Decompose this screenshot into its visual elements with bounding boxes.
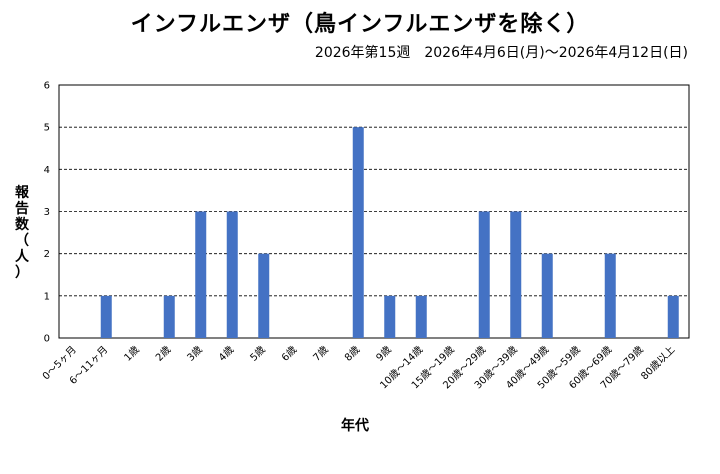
bar <box>667 295 679 338</box>
x-tick-label: 1歳 <box>122 344 142 364</box>
y-axis-ticks: 0 1 2 3 4 5 6 <box>44 81 50 345</box>
y-tick-label: 5 <box>44 123 50 134</box>
chart-subtitle: 2026年第15週 2026年4月6日(月)〜2026年4月12日(日) <box>314 45 688 61</box>
y-tick-label: 0 <box>44 334 50 345</box>
bar <box>510 211 522 338</box>
x-tick-label: 80歳以上 <box>639 344 678 383</box>
x-tick-label: 8歳 <box>342 344 362 364</box>
x-tick-label: 9歳 <box>374 344 394 364</box>
gridlines <box>59 126 689 297</box>
x-axis-label: 年代 <box>341 417 369 434</box>
bar <box>352 127 364 339</box>
y-tick-label: 2 <box>44 249 50 260</box>
bar <box>226 211 238 338</box>
bar <box>100 295 112 338</box>
x-tick-label: 6歳 <box>279 344 299 364</box>
y-tick-label: 4 <box>44 165 50 176</box>
bar <box>541 253 553 338</box>
bar <box>478 211 490 338</box>
y-tick-label: 1 <box>44 291 50 302</box>
bar <box>195 211 207 338</box>
bars <box>100 127 679 339</box>
chart-title: インフルエンザ（鳥インフルエンザを除く） <box>130 12 590 37</box>
y-axis-label: 報告数（人） <box>15 184 30 281</box>
y-tick-label: 6 <box>44 81 50 92</box>
bar <box>384 295 396 338</box>
x-tick-label: 5歳 <box>248 344 268 364</box>
x-tick-label: 2歳 <box>153 344 173 364</box>
plot-area-frame <box>58 84 690 339</box>
x-tick-label: 3歳 <box>185 344 205 364</box>
y-tick-label: 3 <box>44 207 50 218</box>
bar <box>604 253 616 338</box>
bar <box>415 295 427 338</box>
bar <box>258 253 270 338</box>
x-tick-label: 7歳 <box>311 344 331 364</box>
x-tick-label: 4歳 <box>216 344 236 364</box>
bar <box>163 295 175 338</box>
